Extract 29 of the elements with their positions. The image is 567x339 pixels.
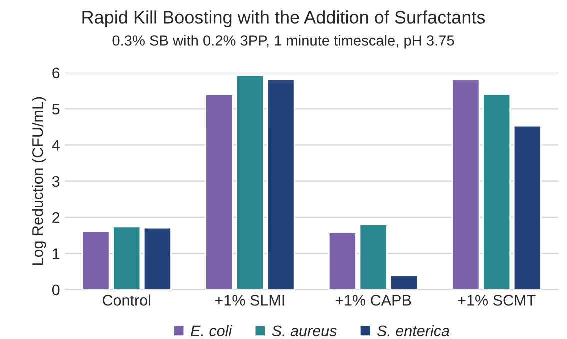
bar xyxy=(359,224,388,290)
legend-label: S. enterica xyxy=(377,325,450,337)
bar xyxy=(236,74,264,290)
bar xyxy=(112,226,142,290)
y-tick-label: 6 xyxy=(52,68,60,79)
y-tick-label: 5 xyxy=(52,104,60,115)
bar xyxy=(390,274,419,290)
legend-label: S. aureus xyxy=(272,326,337,337)
bar xyxy=(328,232,357,290)
y-tick-label: 4 xyxy=(52,140,60,151)
y-tick-label: 0 xyxy=(52,284,60,296)
y-tick-label: 1 xyxy=(53,248,60,260)
x-tick-label: +1% SLMI xyxy=(215,295,284,306)
bar xyxy=(266,79,296,290)
bar xyxy=(205,94,234,290)
x-tick-label: Control xyxy=(103,294,150,306)
bar xyxy=(513,125,542,290)
bar xyxy=(143,227,172,290)
bar xyxy=(82,230,110,290)
y-axis-title: Log Reduction (CFU/mL) xyxy=(32,97,46,266)
bar xyxy=(452,79,480,290)
x-tick-label: +1% CAPB xyxy=(336,295,412,306)
x-tick-label: +1% SCMT xyxy=(458,295,536,306)
y-tick-label: 3 xyxy=(52,176,60,188)
bar xyxy=(482,94,512,290)
legend-label: E. coli xyxy=(190,325,232,337)
chart-title: Rapid Kill Boosting with the Addition of Surfactants xyxy=(82,10,486,28)
chart-subtitle: 0.3% SB with 0.2% 3PP, 1 minute timescale, pH 3.75 xyxy=(112,35,454,49)
y-tick-label: 2 xyxy=(52,212,60,224)
